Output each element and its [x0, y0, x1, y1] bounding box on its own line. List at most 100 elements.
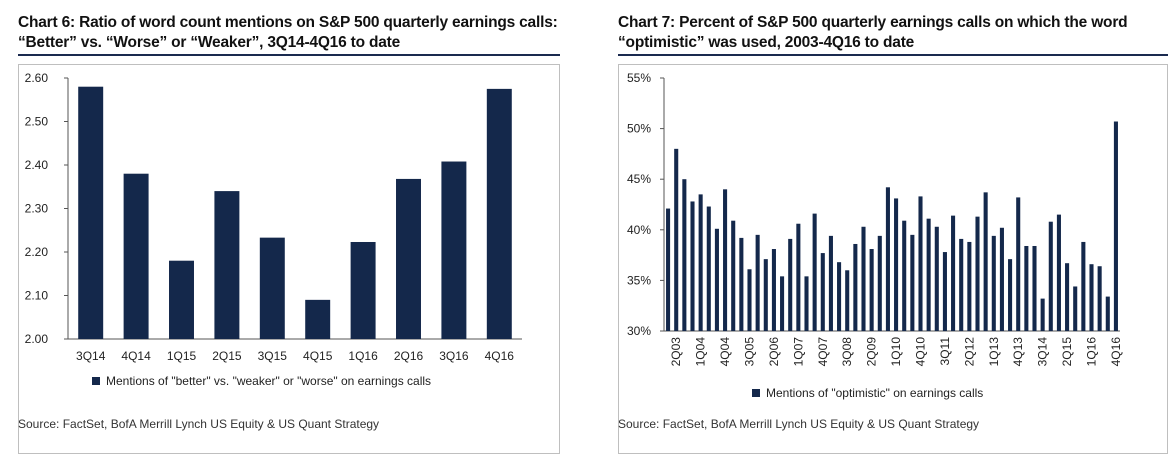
chart6-panel: Chart 6: Ratio of word count mentions on…: [0, 0, 560, 454]
chart7-x-tick-label: 4Q04: [718, 337, 732, 367]
chart7-bar: [999, 227, 1004, 331]
chart7-bar: [780, 276, 785, 331]
chart7-legend-swatch: [752, 389, 760, 397]
chart6-x-tick-label: 2Q16: [394, 349, 424, 363]
chart7-bar: [755, 234, 760, 331]
chart7-x-tick-label: 2Q06: [767, 337, 781, 367]
chart6-bar: [486, 88, 512, 339]
chart7-bar: [1089, 264, 1094, 331]
chart7-x-tick-label: 2Q12: [962, 337, 976, 367]
chart7-y-tick-label: 40%: [627, 223, 651, 237]
chart7-x-tick-label: 4Q16: [1109, 337, 1123, 367]
chart7-x-tick-label: 1Q13: [987, 337, 1001, 367]
chart7-x-tick-label: 2Q03: [669, 337, 683, 367]
chart7-y-tick-label: 30%: [627, 324, 651, 338]
chart7-bar: [747, 269, 752, 331]
chart7-y-tick-label: 45%: [627, 172, 651, 186]
chart7-bar: [1016, 197, 1021, 331]
chart7-x-tick-label: 3Q11: [938, 337, 952, 366]
chart7-bar: [739, 237, 744, 331]
chart7-x-tick-label: 2Q15: [1060, 337, 1074, 367]
chart7-bar: [877, 235, 882, 331]
chart6-plot: 2.00 2.10 2.20 2.30 2.40 2.50 2.60 3Q14 4Q14 1Q15…: [25, 71, 522, 363]
chart6-bar: [259, 237, 285, 339]
chart7-title-rule: [618, 54, 1168, 56]
chart6-x-tick-label: 1Q15: [167, 349, 197, 363]
chart7-x-tick-label: 3Q08: [840, 337, 854, 367]
chart7-bar: [845, 270, 850, 331]
chart6-y-tick-label: 2.50: [25, 115, 49, 129]
chart7-bar: [771, 249, 776, 331]
chart7-x-tick-label: 4Q07: [816, 337, 830, 367]
chart7-bar: [706, 206, 711, 331]
chart7-bar: [690, 201, 695, 331]
chart7-bar: [885, 187, 890, 331]
chart7-bar: [1113, 121, 1118, 332]
chart6-y-tick-label: 2.60: [25, 71, 49, 85]
chart7-bar: [853, 243, 858, 331]
chart6-title: Chart 6: Ratio of word count mentions on…: [18, 14, 558, 51]
chart7-bar: [991, 235, 996, 331]
chart7-bar: [837, 262, 842, 331]
chart6-x-tick-label: 3Q16: [439, 349, 469, 363]
chart7-bar: [812, 213, 817, 331]
chart7-panel: Chart 7: Percent of S&P 500 quarterly ea…: [600, 0, 1168, 454]
chart7-bar: [828, 235, 833, 331]
chart7-bar: [1105, 296, 1110, 331]
chart7-bar: [902, 220, 907, 331]
chart6-y-tick-label: 2.10: [25, 289, 49, 303]
chart6-y-tick-label: 2.20: [25, 245, 49, 259]
chart7-y-tick-label: 35%: [627, 273, 651, 287]
chart7-bar: [861, 226, 866, 331]
chart7-bar: [763, 259, 768, 331]
chart6-bar: [169, 260, 194, 339]
chart6-x-tick-label: 3Q14: [76, 349, 106, 363]
chart7-x-tick-label: 1Q07: [791, 337, 805, 367]
chart7-x-tick-label: 1Q16: [1085, 337, 1099, 367]
chart7-bar: [910, 234, 915, 331]
chart6-source: Source: FactSet, BofA Merrill Lynch US E…: [18, 417, 380, 431]
chart7-bar: [1048, 221, 1053, 331]
chart7-bar: [682, 179, 687, 331]
chart6-bar: [396, 178, 421, 339]
chart7-plot: 30% 35% 40% 45% 50% 55% 2Q03 1Q04 4Q04 3Q05 2Q06 1Q…: [627, 71, 1123, 367]
chart6-bar: [123, 173, 149, 339]
chart7-bar: [723, 189, 728, 331]
chart7-bar: [983, 192, 988, 331]
chart6-x-tick-label: 4Q15: [303, 349, 333, 363]
chart7-bar: [731, 220, 736, 331]
chart7-y-tick-label: 55%: [627, 71, 651, 85]
chart7-bar: [926, 218, 931, 331]
chart6-y-tick-label: 2.40: [25, 158, 49, 172]
chart7-bar: [959, 238, 964, 331]
chart7-x-tick-label: 3Q14: [1036, 337, 1050, 367]
chart7-x-tick-label: 1Q10: [889, 337, 903, 367]
chart7-bar: [975, 216, 980, 331]
chart6-legend: Mentions of "better" vs. "weaker" or "wo…: [92, 374, 431, 388]
chart7-bar: [1008, 259, 1013, 331]
chart7-bar: [820, 253, 825, 331]
chart7-bar: [918, 196, 923, 331]
chart7-bar: [698, 194, 703, 331]
chart7-y-tick-label: 50%: [627, 122, 651, 136]
chart6-x-tick-label: 4Q14: [121, 349, 151, 363]
chart6-x-tick-label: 2Q15: [212, 349, 242, 363]
chart6-bar: [214, 191, 240, 339]
chart7-bar: [951, 215, 956, 331]
chart7-bar: [1024, 245, 1029, 331]
chart6-x-tick-label: 4Q16: [485, 349, 515, 363]
chart7-bar: [967, 241, 972, 331]
chart6-bar: [78, 86, 104, 339]
chart7-bar: [714, 228, 719, 331]
chart6-bar: [441, 161, 467, 339]
chart7-bar: [942, 252, 947, 331]
chart7-bar: [1081, 241, 1086, 331]
chart6-legend-label: Mentions of "better" vs. "weaker" or "wo…: [106, 374, 432, 388]
chart7-x-tick-label: 4Q13: [1011, 337, 1025, 367]
chart6-legend-swatch: [92, 377, 100, 385]
chart7-bar: [1097, 266, 1102, 331]
chart7-legend-label: Mentions of "optimistic" on earnings cal…: [766, 386, 984, 400]
chart7-bar: [788, 238, 793, 331]
chart7-bar: [796, 223, 801, 331]
chart7-bar: [804, 276, 809, 331]
